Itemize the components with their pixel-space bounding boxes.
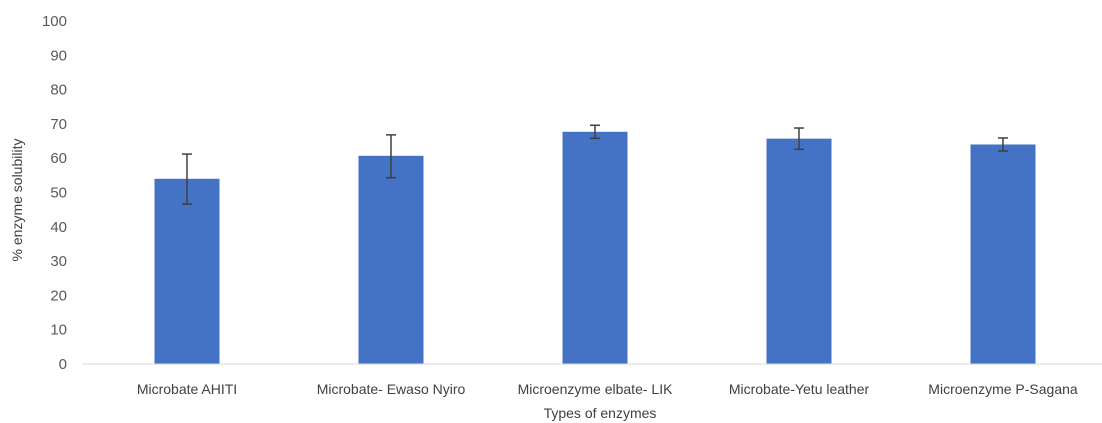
y-axis-ticks: 0 10 20 30 40 50 60 70 80 90 100	[42, 13, 67, 373]
y-tick-label: 10	[50, 322, 67, 339]
bar	[970, 144, 1036, 364]
bar	[154, 178, 220, 364]
y-tick-label: 70	[50, 116, 67, 133]
y-axis-title: % enzyme solubility	[9, 139, 25, 262]
x-category-label: Microenzyme P-Sagana	[928, 381, 1078, 397]
x-category-label: Microbate- Ewaso Nyiro	[317, 381, 466, 397]
bar	[562, 131, 628, 364]
bar	[358, 155, 424, 364]
x-axis-categories: Microbate AHITI Microbate- Ewaso Nyiro Mic…	[137, 381, 1078, 397]
error-bars	[182, 124, 1008, 205]
x-category-label: Microenzyme elbate- LIK	[518, 381, 674, 397]
y-tick-label: 60	[50, 150, 67, 167]
x-category-label: Microbate-Yetu leather	[729, 381, 870, 397]
bar	[766, 138, 832, 364]
x-category-label: Microbate AHITI	[137, 381, 237, 397]
y-tick-label: 30	[50, 253, 67, 270]
x-axis-title: Types of enzymes	[544, 405, 657, 421]
y-tick-label: 50	[50, 185, 67, 202]
y-tick-label: 80	[50, 82, 67, 99]
y-tick-label: 20	[50, 287, 67, 304]
y-tick-label: 90	[50, 47, 67, 64]
y-tick-label: 40	[50, 219, 67, 236]
y-tick-label: 0	[59, 356, 67, 373]
y-tick-label: 100	[42, 13, 67, 30]
bars	[154, 131, 1036, 364]
